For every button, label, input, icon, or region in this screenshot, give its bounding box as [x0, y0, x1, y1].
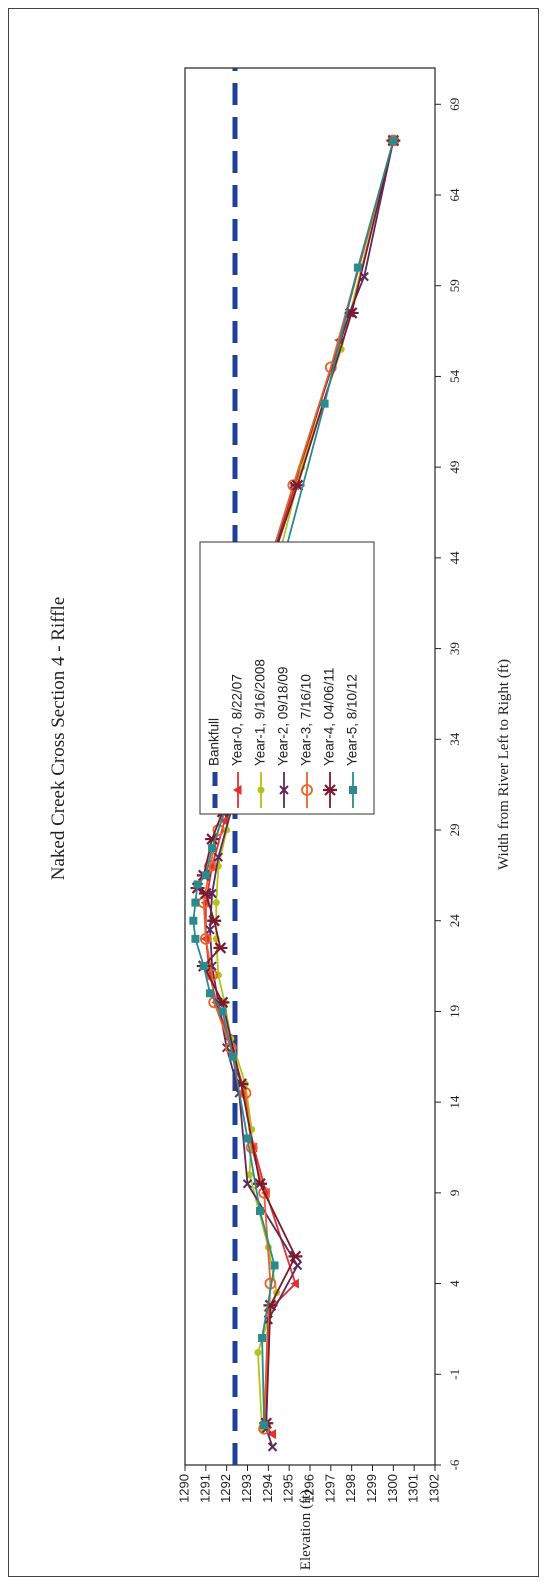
page-frame: [8, 8, 539, 1577]
data-point: [224, 1041, 237, 1054]
width-tick-label: -1: [447, 1369, 462, 1380]
width-tick-label: 14: [447, 1095, 462, 1109]
width-tick-label: 59: [447, 279, 462, 292]
elevation-tick-label: 1298: [343, 1474, 358, 1503]
width-tick-label: 19: [447, 1005, 462, 1018]
legend-label: Year-1, 9/16/2008: [253, 659, 268, 766]
width-tick-label: -6: [447, 1459, 462, 1470]
data-point: [199, 962, 208, 971]
width-tick-label: 4: [447, 1280, 462, 1287]
legend-entry: Year-3, 7/16/10: [299, 674, 314, 808]
data-point: [206, 969, 218, 982]
elevation-tick-label: 1300: [385, 1474, 400, 1503]
data-point: [208, 844, 217, 853]
data-point: [189, 916, 198, 925]
elevation-tick-label: 1302: [426, 1474, 441, 1503]
legend-label: Year-5, 8/10/12: [345, 674, 360, 766]
width-tick-label: 29: [447, 824, 462, 837]
data-point: [389, 136, 398, 145]
data-point: [324, 361, 337, 374]
legend-entry: Bankfull: [207, 718, 222, 808]
width-axis-label: Width from River Left to Right (ft): [496, 659, 512, 870]
data-point: [270, 1261, 279, 1270]
elevation-tick-label: 1296: [301, 1474, 316, 1503]
data-point: [279, 785, 289, 795]
elevation-tick-label: 1293: [239, 1474, 254, 1503]
data-point: [323, 784, 337, 796]
legend-label: Year-0, 8/22/07: [230, 674, 245, 766]
data-point: [213, 942, 228, 954]
data-point: [213, 852, 224, 862]
width-tick-label: 9: [447, 1190, 462, 1197]
width-tick-label: 24: [447, 914, 462, 928]
legend-label: Bankfull: [207, 718, 222, 766]
elevation-tick-label: 1290: [176, 1474, 191, 1503]
data-point: [260, 1421, 269, 1430]
data-point: [254, 1349, 262, 1357]
data-point: [261, 1187, 270, 1198]
data-point: [246, 1171, 254, 1179]
data-point: [288, 1250, 303, 1263]
width-tick-label: 39: [447, 642, 462, 655]
legend-entry: Year-0, 8/22/07: [230, 674, 245, 808]
elevation-tick-label: 1292: [218, 1474, 233, 1503]
data-point: [301, 784, 313, 796]
data-point: [228, 1052, 237, 1061]
data-point: [191, 898, 200, 907]
data-point: [257, 786, 265, 794]
data-point: [207, 861, 216, 872]
data-point: [193, 880, 202, 889]
legend-entry: Year-4, 04/06/11: [322, 668, 337, 808]
data-point: [292, 1260, 303, 1271]
chart-title: Naked Creek Cross Section 4 - Riffle: [48, 597, 69, 881]
data-point: [205, 925, 215, 935]
legend-label: Year-4, 04/06/11: [322, 668, 337, 766]
data-point: [233, 785, 242, 795]
width-tick-label: 49: [447, 461, 462, 474]
width-tick-label: 64: [447, 188, 462, 202]
elevation-tick-label: 1297: [322, 1474, 337, 1503]
data-point: [256, 1207, 264, 1215]
data-point: [320, 399, 329, 408]
data-point: [267, 1429, 276, 1440]
data-point: [199, 932, 212, 945]
data-point: [349, 786, 357, 794]
elevation-tick-label: 1301: [406, 1474, 421, 1503]
elevation-tick-label: 1295: [281, 1474, 296, 1503]
width-tick-label: 69: [447, 98, 462, 111]
width-tick-label: 54: [447, 369, 462, 383]
legend-label: Year-2, 09/18/09: [276, 667, 291, 766]
width-tick-label: 34: [447, 732, 462, 746]
data-point: [201, 871, 210, 880]
elevation-tick-label: 1294: [260, 1474, 275, 1503]
legend-entry: Year-2, 09/18/09: [276, 667, 291, 808]
elevation-axis-label: Elevation (ft): [298, 1490, 314, 1570]
data-point: [243, 1134, 252, 1143]
data-point: [267, 1442, 278, 1452]
data-point: [290, 1278, 299, 1289]
legend-box: [199, 541, 375, 815]
data-point: [218, 1007, 227, 1016]
legend-entry: Year-5, 8/10/12: [345, 674, 360, 808]
elevation-tick-label: 1291: [197, 1474, 212, 1503]
legend-label: Year-3, 7/16/10: [299, 674, 314, 766]
data-point: [198, 887, 213, 900]
data-point: [219, 815, 229, 826]
width-tick-label: 44: [447, 551, 462, 565]
elevation-tick-label: 1299: [364, 1474, 379, 1503]
data-point: [353, 263, 362, 272]
data-point: [206, 989, 214, 998]
data-point: [258, 1334, 267, 1342]
data-point: [207, 914, 222, 927]
data-point: [191, 934, 200, 943]
legend: Bankfull Year-0, 8/22/07 Year-1, 9/16/2008…: [199, 541, 375, 815]
data-point: [212, 899, 220, 907]
legend-entry: Year-1, 9/16/2008: [253, 659, 268, 808]
data-point: [242, 1179, 253, 1189]
